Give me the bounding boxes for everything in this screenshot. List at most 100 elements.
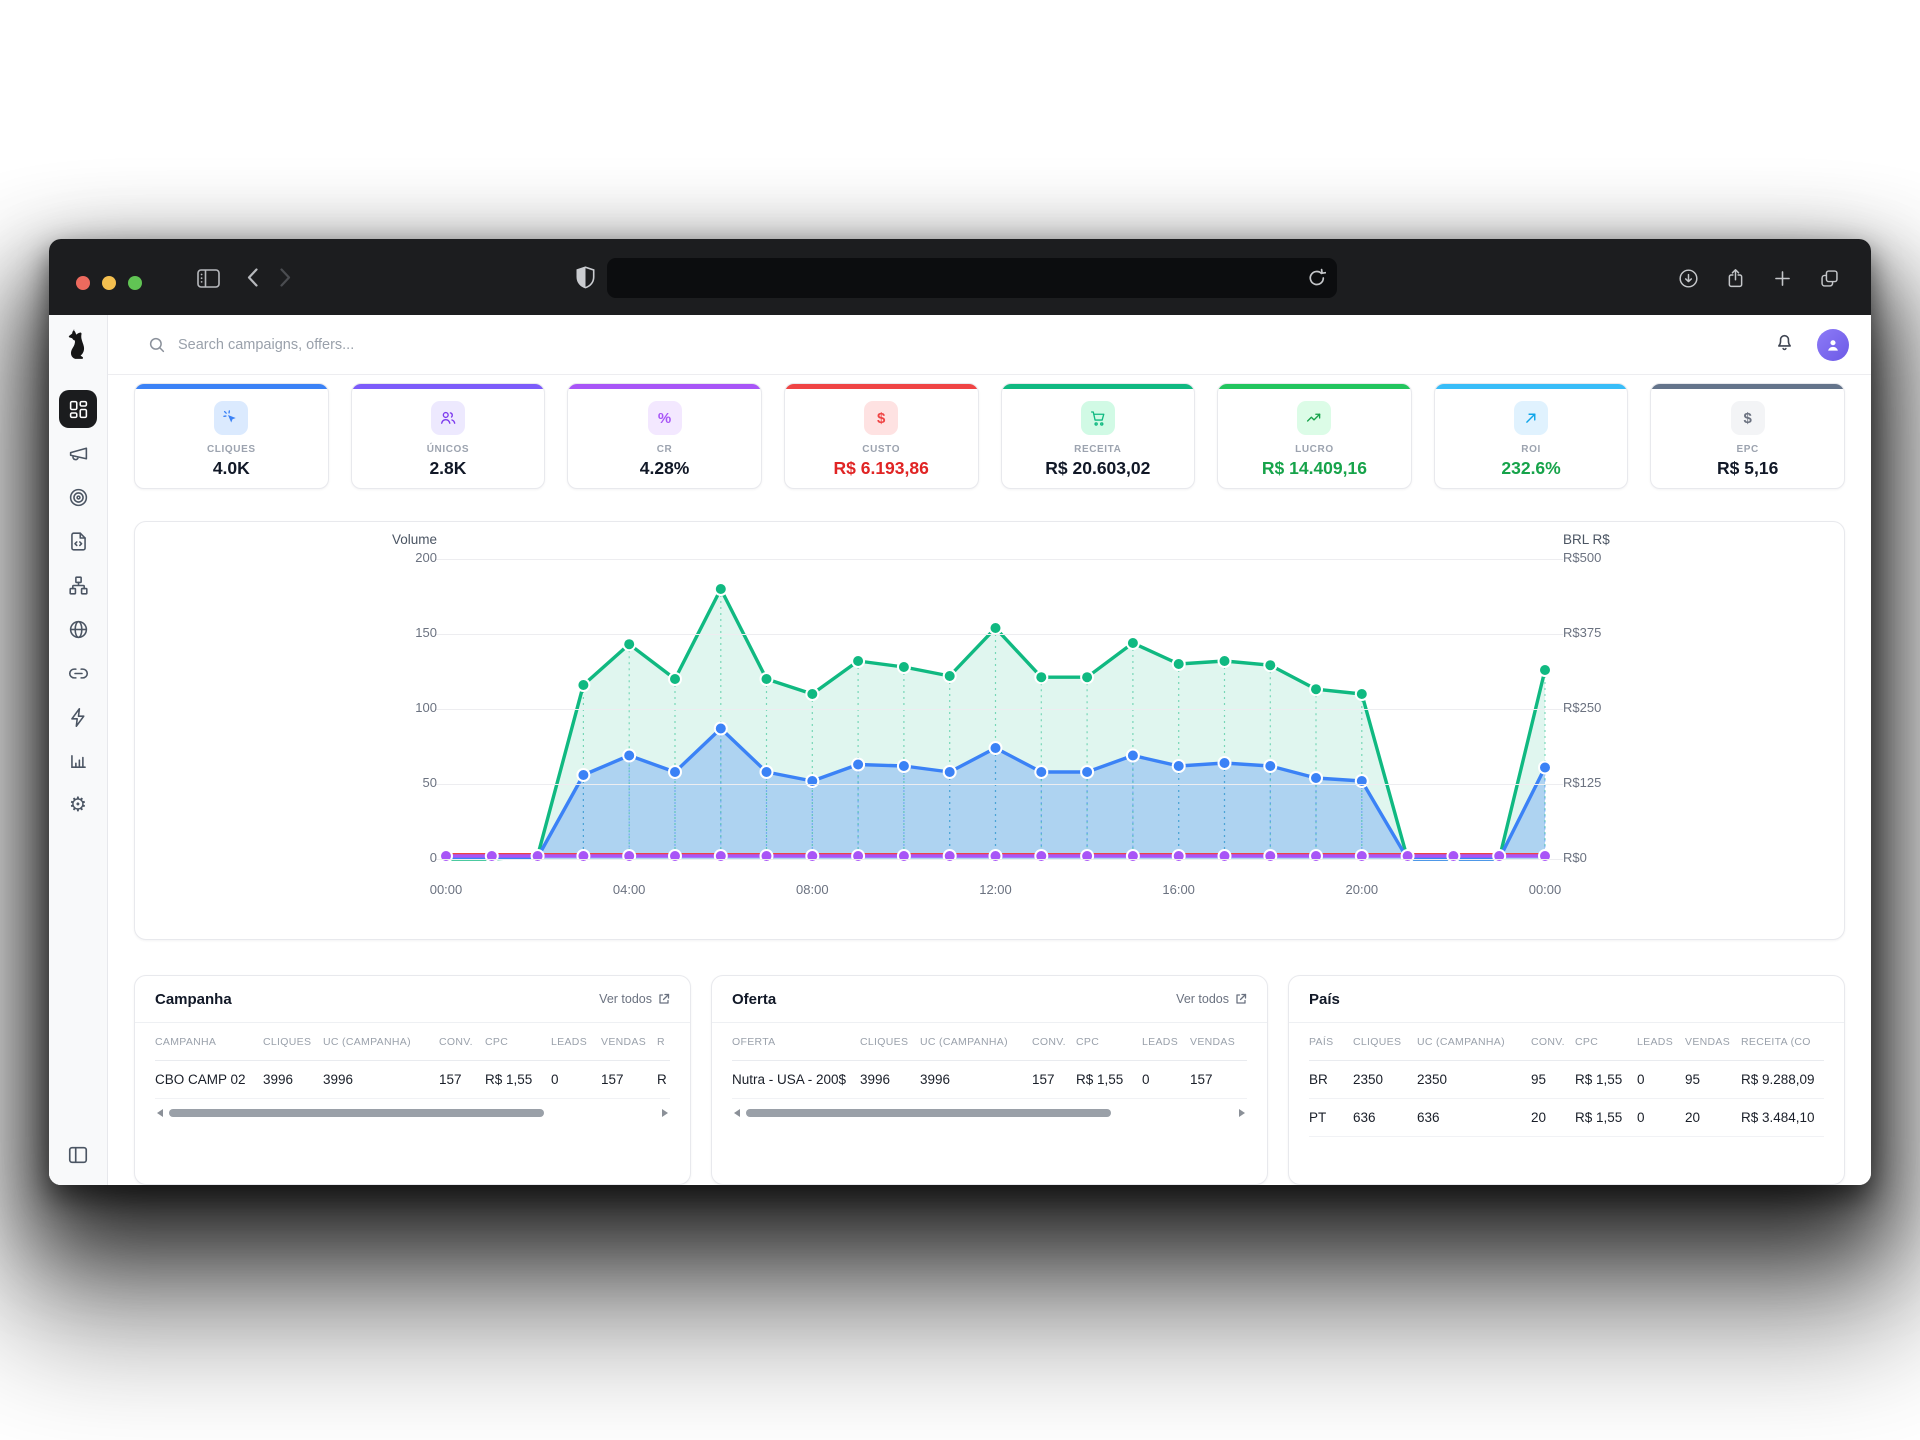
column-header: OFERTA	[732, 1035, 776, 1048]
table-cell: R$ 1,55	[1575, 1110, 1623, 1125]
minimize-window-button[interactable]	[102, 276, 116, 290]
chart-plot	[439, 582, 1552, 863]
external-link-icon	[659, 993, 670, 1004]
table-cell: 2350	[1417, 1072, 1448, 1087]
kpi-card-custo: $ CUSTO R$ 6.193,86	[783, 383, 979, 489]
scrollbar-thumb[interactable]	[169, 1109, 544, 1117]
table-row[interactable]: BR 2350 2350 95 R$ 1,55 0 95 R$ 9.288,09	[1309, 1061, 1824, 1099]
x-axis-tick: 00:00	[429, 882, 463, 897]
share-icon[interactable]	[1725, 268, 1746, 294]
kpi-value: R$ 14.409,16	[1261, 458, 1367, 478]
column-header: UC (CAMPANHA)	[1417, 1035, 1505, 1048]
column-header: CPC	[485, 1035, 509, 1048]
table-row[interactable]: Nutra - USA - 200$ 3996 3996 157 R$ 1,55 0 157	[732, 1061, 1247, 1099]
table-cell: 0	[1142, 1072, 1150, 1087]
downloads-icon[interactable]	[1678, 268, 1699, 294]
browser-titlebar	[49, 239, 1871, 315]
column-header: CLIQUES	[1353, 1035, 1402, 1048]
close-window-button[interactable]	[76, 276, 90, 290]
globe-icon	[69, 620, 87, 638]
table-row[interactable]: CBO CAMP 02 3996 3996 157 R$ 1,55 0 157 R	[155, 1061, 670, 1099]
kpi-accent-bar	[1434, 384, 1628, 389]
gridline	[435, 859, 1563, 860]
column-header: UC (CAMPANHA)	[920, 1035, 1008, 1048]
scrollbar-thumb[interactable]	[746, 1109, 1112, 1117]
horizontal-scrollbar[interactable]	[734, 1107, 1245, 1119]
maximize-window-button[interactable]	[128, 276, 142, 290]
sidebar-item-automations[interactable]	[59, 698, 97, 736]
table-cell: 157	[1190, 1072, 1213, 1087]
zap-icon	[70, 707, 85, 727]
kpi-label: EPC	[1736, 444, 1759, 455]
gridline	[435, 784, 1563, 785]
back-button-icon[interactable]	[247, 268, 258, 287]
sidebar-item-links[interactable]	[59, 654, 97, 692]
main-area: CLIQUES 4.0K ÚNICOS 2.8K % CR	[108, 315, 1871, 1185]
table-cell: 3996	[263, 1072, 294, 1087]
percent-icon: %	[647, 401, 682, 435]
dashboard-icon	[69, 400, 87, 418]
privacy-shield-icon[interactable]	[576, 266, 595, 289]
pais-card: País PAÍS CLIQUES UC (CAMPANHA) CONV. CPC LEA…	[1288, 975, 1845, 1185]
x-axis-tick: 12:00	[979, 882, 1012, 897]
column-header: RECEITA (CO	[1741, 1035, 1811, 1048]
table-row[interactable]: PT 636 636 20 R$ 1,55 0 20 R$ 3.484,10	[1309, 1099, 1824, 1137]
kpi-value: R$ 20.603,02	[1045, 458, 1151, 478]
kpi-accent-bar	[784, 384, 978, 389]
sidebar-item-offers[interactable]	[59, 478, 97, 516]
sidebar-item-landing-pages[interactable]	[59, 522, 97, 560]
search-input[interactable]	[178, 336, 598, 353]
dog-logo[interactable]	[65, 328, 92, 365]
campanha-card: Campanha Ver todos CAMPANHA CLIQUES UC (CA…	[134, 975, 691, 1185]
table-cell: 0	[551, 1072, 559, 1087]
sidebar-item-dashboard[interactable]	[59, 390, 97, 428]
table-cell: 157	[601, 1072, 624, 1087]
sidebar-toggle-icon[interactable]	[197, 269, 220, 288]
new-tab-icon[interactable]	[1772, 268, 1793, 294]
tab-overview-icon[interactable]	[1819, 268, 1840, 294]
horizontal-scrollbar[interactable]	[157, 1107, 668, 1119]
notifications-bell-icon[interactable]	[1774, 331, 1795, 358]
left-axis-tick: 50	[422, 775, 437, 790]
sidebar-item-funnels[interactable]	[59, 566, 97, 604]
sidebar-item-campaigns[interactable]	[59, 434, 97, 472]
search-bar[interactable]	[148, 336, 1774, 354]
arrow-up-right-icon	[1514, 401, 1549, 435]
forward-button-icon[interactable]	[280, 268, 291, 287]
left-axis-tick: 0	[429, 850, 437, 865]
app-header	[108, 315, 1871, 375]
table-cell: 0	[1637, 1072, 1645, 1087]
hierarchy-icon	[68, 575, 88, 595]
trend-up-icon	[1297, 401, 1332, 435]
scroll-right-arrow[interactable]	[662, 1109, 668, 1117]
table-cell: R$ 3.484,10	[1741, 1110, 1815, 1125]
address-bar[interactable]	[607, 258, 1337, 298]
left-axis-title: Volume	[391, 532, 437, 547]
ver-todos-link[interactable]: Ver todos	[599, 992, 670, 1006]
sidebar-item-settings[interactable]: ⚙	[59, 786, 97, 824]
right-axis-tick: R$375	[1563, 625, 1602, 640]
sidebar-item-reports[interactable]	[59, 742, 97, 780]
ver-todos-link[interactable]: Ver todos	[1176, 992, 1247, 1006]
user-avatar[interactable]	[1817, 328, 1849, 361]
column-header: VENDAS	[1685, 1035, 1731, 1048]
kpi-card-cr: % CR 4.28%	[567, 383, 762, 489]
table-cell: 20	[1685, 1110, 1701, 1125]
scroll-right-arrow[interactable]	[1239, 1109, 1245, 1117]
left-axis-tick: 100	[415, 700, 437, 715]
column-header: VENDAS	[1190, 1035, 1236, 1048]
collapse-sidebar-icon[interactable]	[67, 1144, 89, 1171]
scroll-left-arrow[interactable]	[734, 1109, 740, 1117]
column-header: CLIQUES	[860, 1035, 909, 1048]
table-cell: 95	[1531, 1072, 1547, 1087]
target-icon	[69, 488, 87, 506]
table-cell: R$ 9.288,09	[1741, 1072, 1815, 1087]
reload-icon[interactable]	[1308, 268, 1327, 293]
cart-icon	[1080, 401, 1115, 435]
right-axis-title: BRL R$	[1563, 532, 1610, 547]
scroll-left-arrow[interactable]	[157, 1109, 163, 1117]
kpi-value: 4.28%	[639, 458, 690, 478]
table-cell: PT	[1309, 1110, 1327, 1125]
sidebar-item-domains[interactable]	[59, 610, 97, 648]
